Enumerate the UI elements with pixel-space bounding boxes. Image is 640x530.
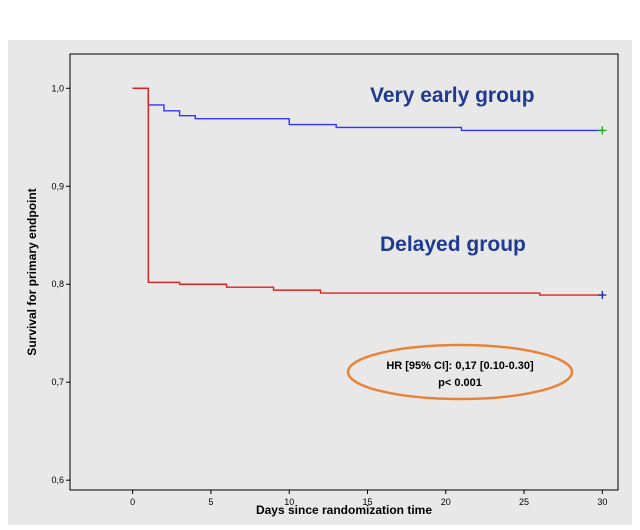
- y-tick-label: 0,8: [51, 279, 64, 289]
- series-label-very-early: Very early group: [370, 84, 535, 107]
- hr-annotation-ellipse: [346, 343, 574, 401]
- chart-container: 0,6 0,7 0,8 0,9 1,0 0 5 10 15 20 25 30 Days since ra…: [8, 40, 632, 525]
- hr-annotation-line1: HR [95% CI]: 0,17 [0.10-0.30]: [386, 360, 534, 372]
- x-tick-label: 20: [441, 497, 451, 507]
- y-tick-label: 0,7: [51, 377, 64, 387]
- series-line-very-early: [132, 87, 603, 132]
- x-axis-title: Days since randomization time: [256, 503, 432, 517]
- x-tick-label: 10: [284, 497, 294, 507]
- y-tick-label: 0,6: [51, 475, 64, 485]
- y-tick-label: 1,0: [51, 83, 64, 93]
- x-tick-label: 5: [208, 497, 213, 507]
- plot-frame: [69, 53, 619, 491]
- x-tick-label: 30: [597, 497, 607, 507]
- series-label-delayed: Delayed group: [380, 233, 526, 256]
- hr-annotation-line2: p< 0.001: [438, 377, 482, 389]
- x-tick-label: 15: [362, 497, 372, 507]
- survival-chart: 0,6 0,7 0,8 0,9 1,0 0 5 10 15 20 25 30 Days since ra…: [25, 53, 619, 517]
- series-line-delayed: [132, 87, 603, 296]
- y-axis-title: Survival for primary endpoint: [25, 188, 39, 355]
- y-tick-label: 0,9: [51, 181, 64, 191]
- x-tick-label: 0: [130, 497, 135, 507]
- x-tick-label: 25: [519, 497, 529, 507]
